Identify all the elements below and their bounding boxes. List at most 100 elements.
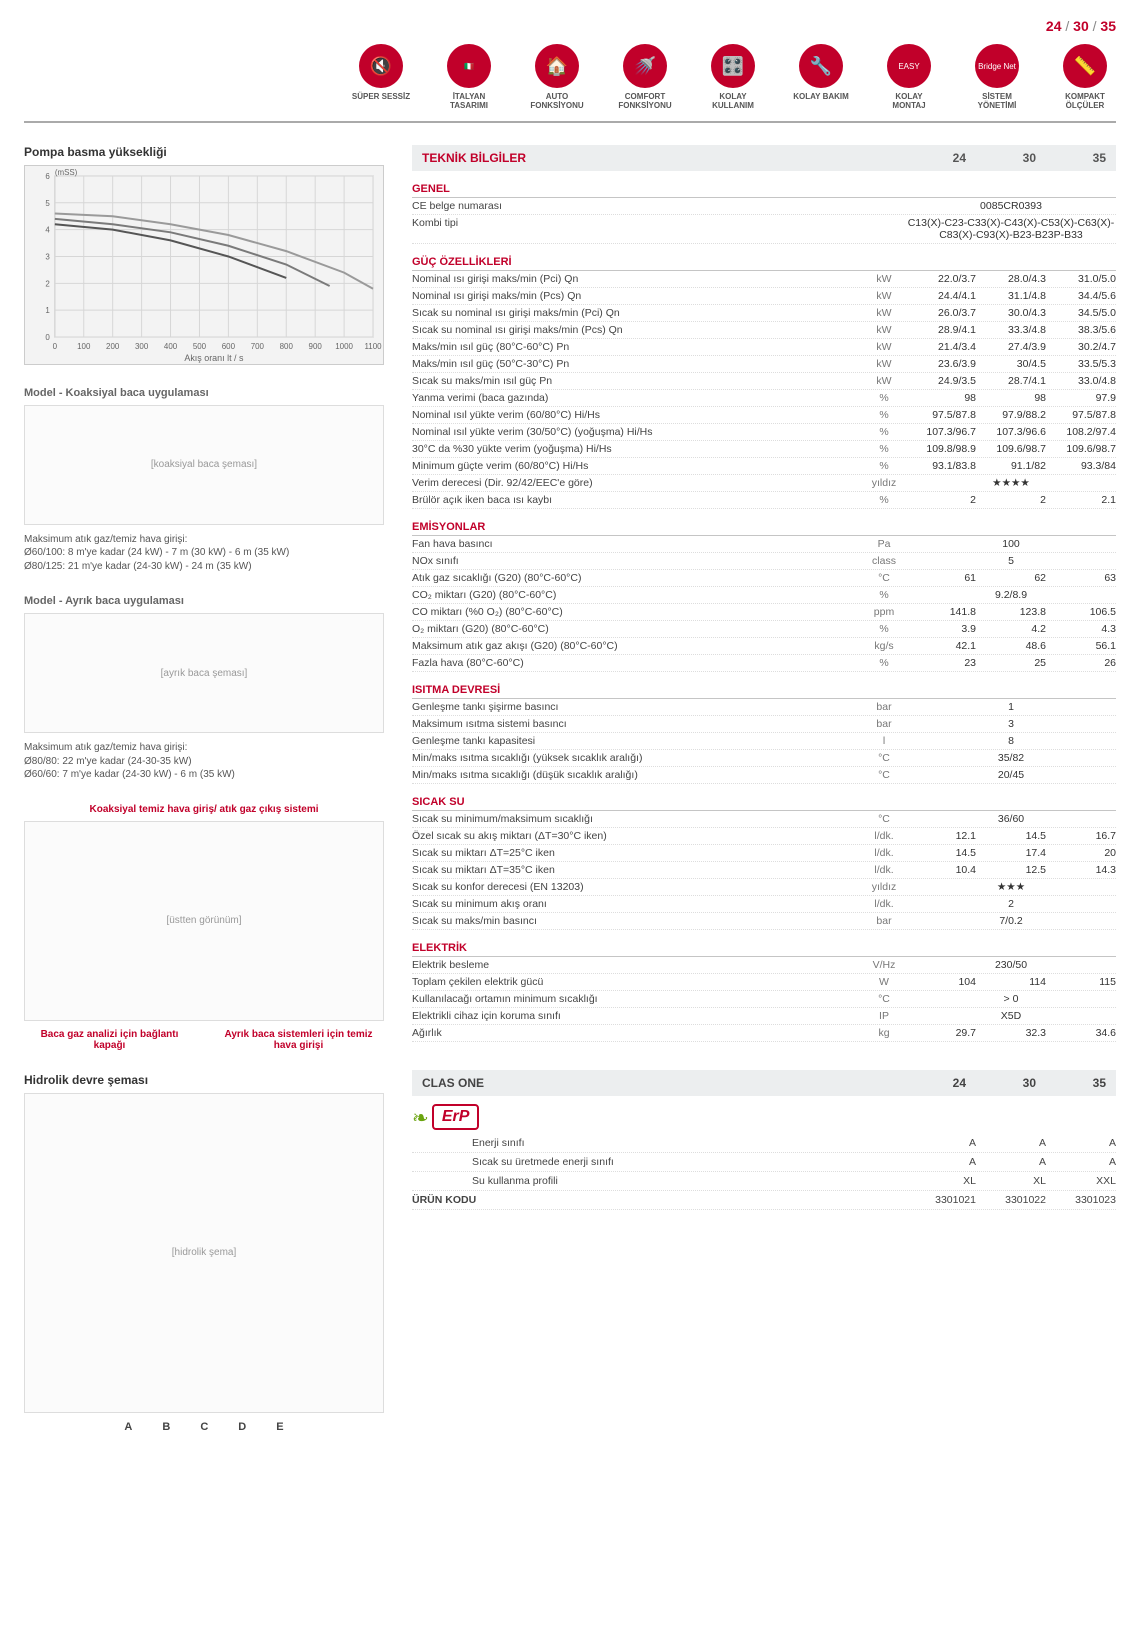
feature-icon: 🏠 — [535, 44, 579, 88]
svg-text:Akış oranı lt / s: Akış oranı lt / s — [184, 352, 244, 362]
svg-text:6: 6 — [45, 172, 50, 181]
spec-row: Ağırlıkkg29.732.334.6 — [412, 1025, 1116, 1042]
erp-row: Enerji sınıfıAAA — [412, 1134, 1116, 1153]
spec-row: CO₂ miktarı (G20) (80°C-60°C)%9.2/8.9 — [412, 587, 1116, 604]
spec-row: O₂ miktarı (G20) (80°C-60°C)%3.94.24.3 — [412, 621, 1116, 638]
feature-item: 📏KOMPAKT ÖLÇÜLER — [1054, 44, 1116, 111]
feature-icon: 🇮🇹 — [447, 44, 491, 88]
svg-text:5: 5 — [45, 198, 50, 207]
spec-row: Elektrik beslemeV/Hz230/50 — [412, 957, 1116, 974]
spec-row: Elektrikli cihaz için koruma sınıfıIPX5D — [412, 1008, 1116, 1025]
svg-text:100: 100 — [77, 342, 91, 351]
spec-row: Min/maks ısıtma sıcaklığı (yüksek sıcakl… — [412, 750, 1116, 767]
feature-label: İTALYAN TASARIMI — [438, 93, 500, 111]
spec-row: Fazla hava (80°C-60°C)%232526 — [412, 655, 1116, 672]
feature-icon: EASY — [887, 44, 931, 88]
spec-row: Kombi tipiC13(X)-C23-C33(X)-C43(X)-C53(X… — [412, 215, 1116, 244]
feature-item: 🏠 AUTO FONKSİYONU — [526, 44, 588, 111]
spec-row: Toplam çekilen elektrik gücüW104114115 — [412, 974, 1116, 991]
spec-row: Sıcak su minimum akış oranıl/dk.2 — [412, 896, 1116, 913]
feature-icon: 📏 — [1063, 44, 1107, 88]
svg-text:300: 300 — [135, 342, 149, 351]
spec-row: Atık gaz sıcaklığı (G20) (80°C-60°C)°C61… — [412, 570, 1116, 587]
spec-row: Genleşme tankı kapasitesil8 — [412, 733, 1116, 750]
svg-text:900: 900 — [309, 342, 323, 351]
flue1-diagram: [koaksiyal baca şeması] — [24, 405, 384, 525]
spec-row: Yanma verimi (baca gazında)%989897.9 — [412, 390, 1116, 407]
feature-item: 🔧 KOLAY BAKIM — [790, 44, 852, 111]
hydraulic-legend: A B C D E — [24, 1421, 384, 1433]
flue1-note-title: Maksimum atık gaz/temiz hava girişi: — [24, 533, 384, 547]
spec-row: Sıcak su nominal ısı girişi maks/min (Pc… — [412, 305, 1116, 322]
feature-label: AUTO FONKSİYONU — [526, 93, 588, 111]
spec-row: Verim derecesi (Dir. 92/42/EEC'e göre)yı… — [412, 475, 1116, 492]
feature-item: 🔇 SÜPER SESSİZ — [350, 44, 412, 111]
svg-text:0: 0 — [53, 342, 58, 351]
svg-text:600: 600 — [222, 342, 236, 351]
flue2-diagram: [ayrık baca şeması] — [24, 613, 384, 733]
flue2-note-title: Maksimum atık gaz/temiz hava girişi: — [24, 741, 384, 755]
spec-row: Sıcak su nominal ısı girişi maks/min (Pc… — [412, 322, 1116, 339]
hydraulic-diagram: [hidrolik şema] — [24, 1093, 384, 1413]
spec-row: Maksimum ısıtma sistemi basıncıbar3 — [412, 716, 1116, 733]
spec-row: CE belge numarası0085CR0393 — [412, 198, 1116, 215]
flue1-note-1: Ø60/100: 8 m'ye kadar (24 kW) - 7 m (30 … — [24, 546, 384, 560]
feature-icon: 🚿 — [623, 44, 667, 88]
feature-strip: 🔇 SÜPER SESSİZ 🇮🇹 İTALYAN TASARIMI 🏠 AUTO FON… — [24, 44, 1116, 123]
feature-label: SÜPER SESSİZ — [352, 93, 410, 102]
svg-text:800: 800 — [280, 342, 294, 351]
feature-item: 🎛️ KOLAY KULLANIM — [702, 44, 764, 111]
spec-group-title: ELEKTRİK — [412, 936, 1116, 957]
feature-item: 🇮🇹 İTALYAN TASARIMI — [438, 44, 500, 111]
spec-row: Minimum güçte verim (60/80°C) Hi/Hs%93.1… — [412, 458, 1116, 475]
spec-row: Nominal ısıl yükte verim (30/50°C) (yoğu… — [412, 424, 1116, 441]
spec-group-title: GÜÇ ÖZELLİKLERİ — [412, 250, 1116, 271]
spec-group-title: GENEL — [412, 177, 1116, 198]
spec-row: Fan hava basıncıPa100 — [412, 536, 1116, 553]
svg-text:2: 2 — [45, 279, 50, 288]
spec-row: 30°C da %30 yükte verim (yoğuşma) Hi/Hs%… — [412, 441, 1116, 458]
spec-header: TEKNİK BİLGİLER 24 30 35 — [412, 145, 1116, 171]
hydraulic-title: Hidrolik devre şeması — [24, 1073, 384, 1087]
top-view-diagram: [üstten görünüm] — [24, 821, 384, 1021]
spec-group-title: ISITMA DEVRESİ — [412, 678, 1116, 699]
model-header: 24 / 30 / 35 — [24, 12, 1116, 44]
svg-text:1000: 1000 — [335, 342, 353, 351]
spec-row: Sıcak su konfor derecesi (EN 13203)yıldı… — [412, 879, 1116, 896]
feature-label: KOLAY KULLANIM — [702, 93, 764, 111]
feature-item: EASYKOLAY MONTAJ — [878, 44, 940, 111]
callout-b: Baca gaz analizi için bağlantı kapağı — [24, 1029, 195, 1051]
spec-row: Maks/min ısıl güç (80°C-60°C) PnkW21.4/3… — [412, 339, 1116, 356]
spec-row: Sıcak su miktarı ΔT=35°C ikenl/dk.10.412… — [412, 862, 1116, 879]
svg-text:3: 3 — [45, 252, 50, 261]
spec-row: Maks/min ısıl güç (50°C-30°C) PnkW23.6/3… — [412, 356, 1116, 373]
erp-row: Su kullanma profiliXLXLXXL — [412, 1172, 1116, 1191]
svg-text:500: 500 — [193, 342, 207, 351]
flue1-title: Model - Koaksiyal baca uygulaması — [24, 387, 384, 399]
spec-row: Min/maks ısıtma sıcaklığı (düşük sıcaklı… — [412, 767, 1116, 784]
flue2-note-2: Ø60/60: 7 m'ye kadar (24-30 kW) - 6 m (3… — [24, 768, 384, 782]
pump-chart: 0100200300400500600700800900100011000123… — [24, 165, 384, 365]
feature-icon: 🔧 — [799, 44, 843, 88]
erp-logo: ErP — [432, 1104, 480, 1130]
spec-row: Kullanılacağı ortamın minimum sıcaklığı°… — [412, 991, 1116, 1008]
feature-item: Bridge NetSİSTEM YÖNETİMİ — [966, 44, 1028, 111]
svg-text:(mSS): (mSS) — [55, 168, 78, 177]
feature-label: SİSTEM YÖNETİMİ — [966, 93, 1028, 111]
feature-label: COMFORT FONKSİYONU — [614, 93, 676, 111]
spec-row: NOx sınıfıclass5 — [412, 553, 1116, 570]
erp-header: CLAS ONE 24 30 35 — [412, 1070, 1116, 1096]
svg-text:0: 0 — [45, 333, 50, 342]
spec-row: Nominal ısı girişi maks/min (Pcs) QnkW24… — [412, 288, 1116, 305]
feature-label: KOLAY BAKIM — [793, 93, 849, 102]
spec-row: Sıcak su maks/min ısıl güç PnkW24.9/3.52… — [412, 373, 1116, 390]
feature-icon: 🔇 — [359, 44, 403, 88]
feature-icon: 🎛️ — [711, 44, 755, 88]
spec-row: Nominal ısı girişi maks/min (Pci) QnkW22… — [412, 271, 1116, 288]
svg-text:700: 700 — [251, 342, 265, 351]
spec-group-title: SICAK SU — [412, 790, 1116, 811]
svg-text:400: 400 — [164, 342, 178, 351]
svg-text:4: 4 — [45, 225, 50, 234]
spec-group-title: EMİSYONLAR — [412, 515, 1116, 536]
spec-row: Brülör açık iken baca ısı kaybı%222.1 — [412, 492, 1116, 509]
